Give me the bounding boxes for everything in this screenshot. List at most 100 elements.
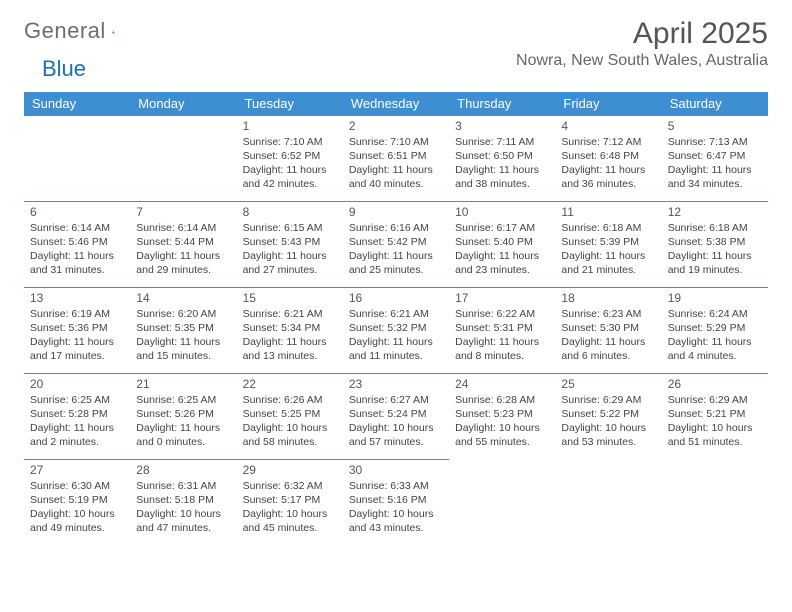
weekday-header: Wednesday: [343, 92, 449, 116]
daylight-text: Daylight: 11 hours and 6 minutes.: [561, 335, 655, 363]
sunset-text: Sunset: 5:39 PM: [561, 235, 655, 249]
calendar-day-cell: 4Sunrise: 7:12 AMSunset: 6:48 PMDaylight…: [555, 115, 661, 201]
daylight-text: Daylight: 11 hours and 8 minutes.: [455, 335, 549, 363]
calendar-week-row: 6Sunrise: 6:14 AMSunset: 5:46 PMDaylight…: [24, 201, 768, 287]
sunset-text: Sunset: 5:25 PM: [243, 407, 337, 421]
weekday-header: Thursday: [449, 92, 555, 116]
daylight-text: Daylight: 10 hours and 55 minutes.: [455, 421, 549, 449]
day-number: 9: [349, 204, 443, 220]
daylight-text: Daylight: 11 hours and 11 minutes.: [349, 335, 443, 363]
daylight-text: Daylight: 11 hours and 27 minutes.: [243, 249, 337, 277]
sunrise-text: Sunrise: 7:13 AM: [668, 135, 762, 149]
calendar-day-cell: 13Sunrise: 6:19 AMSunset: 5:36 PMDayligh…: [24, 287, 130, 373]
daylight-text: Daylight: 11 hours and 25 minutes.: [349, 249, 443, 277]
day-number: 11: [561, 204, 655, 220]
day-number: 14: [136, 290, 230, 306]
day-number: 26: [668, 376, 762, 392]
calendar-day-cell: 11Sunrise: 6:18 AMSunset: 5:39 PMDayligh…: [555, 201, 661, 287]
day-number: 19: [668, 290, 762, 306]
brand-text-1: General: [24, 18, 106, 44]
calendar-day-cell: 12Sunrise: 6:18 AMSunset: 5:38 PMDayligh…: [662, 201, 768, 287]
day-number: 15: [243, 290, 337, 306]
sunset-text: Sunset: 6:50 PM: [455, 149, 549, 163]
sunset-text: Sunset: 5:30 PM: [561, 321, 655, 335]
weekday-header-row: Sunday Monday Tuesday Wednesday Thursday…: [24, 92, 768, 116]
sunset-text: Sunset: 5:44 PM: [136, 235, 230, 249]
sunrise-text: Sunrise: 6:28 AM: [455, 393, 549, 407]
calendar-day-cell: 18Sunrise: 6:23 AMSunset: 5:30 PMDayligh…: [555, 287, 661, 373]
brand-logo: General: [24, 18, 136, 44]
daylight-text: Daylight: 10 hours and 58 minutes.: [243, 421, 337, 449]
calendar-day-cell: 3Sunrise: 7:11 AMSunset: 6:50 PMDaylight…: [449, 115, 555, 201]
sunrise-text: Sunrise: 6:32 AM: [243, 479, 337, 493]
daylight-text: Daylight: 11 hours and 36 minutes.: [561, 163, 655, 191]
calendar-day-cell: 30Sunrise: 6:33 AMSunset: 5:16 PMDayligh…: [343, 459, 449, 545]
sunrise-text: Sunrise: 6:25 AM: [136, 393, 230, 407]
sunrise-text: Sunrise: 6:18 AM: [668, 221, 762, 235]
sunset-text: Sunset: 5:19 PM: [30, 493, 124, 507]
day-number: 8: [243, 204, 337, 220]
page-title: April 2025: [516, 18, 768, 50]
sunset-text: Sunset: 5:43 PM: [243, 235, 337, 249]
day-number: 28: [136, 462, 230, 478]
daylight-text: Daylight: 11 hours and 15 minutes.: [136, 335, 230, 363]
calendar-day-cell: 22Sunrise: 6:26 AMSunset: 5:25 PMDayligh…: [237, 373, 343, 459]
calendar-day-cell: 6Sunrise: 6:14 AMSunset: 5:46 PMDaylight…: [24, 201, 130, 287]
sunset-text: Sunset: 6:47 PM: [668, 149, 762, 163]
calendar-day-cell: 17Sunrise: 6:22 AMSunset: 5:31 PMDayligh…: [449, 287, 555, 373]
daylight-text: Daylight: 11 hours and 17 minutes.: [30, 335, 124, 363]
day-number: 22: [243, 376, 337, 392]
sunset-text: Sunset: 5:22 PM: [561, 407, 655, 421]
day-number: 23: [349, 376, 443, 392]
sunrise-text: Sunrise: 6:29 AM: [668, 393, 762, 407]
sunrise-text: Sunrise: 6:23 AM: [561, 307, 655, 321]
daylight-text: Daylight: 11 hours and 13 minutes.: [243, 335, 337, 363]
day-number: 24: [455, 376, 549, 392]
day-number: 2: [349, 118, 443, 134]
calendar-day-cell: 8Sunrise: 6:15 AMSunset: 5:43 PMDaylight…: [237, 201, 343, 287]
title-block: April 2025 Nowra, New South Wales, Austr…: [516, 18, 768, 70]
weekday-header: Sunday: [24, 92, 130, 116]
calendar-day-cell: [130, 115, 236, 201]
weekday-header: Tuesday: [237, 92, 343, 116]
calendar-table: Sunday Monday Tuesday Wednesday Thursday…: [24, 92, 768, 546]
sunrise-text: Sunrise: 6:33 AM: [349, 479, 443, 493]
day-number: 29: [243, 462, 337, 478]
sunrise-text: Sunrise: 6:19 AM: [30, 307, 124, 321]
sunrise-text: Sunrise: 7:10 AM: [349, 135, 443, 149]
location-subtitle: Nowra, New South Wales, Australia: [516, 52, 768, 70]
daylight-text: Daylight: 11 hours and 19 minutes.: [668, 249, 762, 277]
calendar-day-cell: [662, 459, 768, 545]
sunset-text: Sunset: 5:31 PM: [455, 321, 549, 335]
sunset-text: Sunset: 5:24 PM: [349, 407, 443, 421]
day-number: 5: [668, 118, 762, 134]
calendar-week-row: 1 Sunrise: 7:10 AM Sunset: 6:52 PM Daylight…: [24, 115, 768, 201]
daylight-text: Daylight: 11 hours and 23 minutes.: [455, 249, 549, 277]
calendar-day-cell: 23Sunrise: 6:27 AMSunset: 5:24 PMDayligh…: [343, 373, 449, 459]
sunrise-text: Sunrise: 6:26 AM: [243, 393, 337, 407]
sunset-text: Sunset: 5:17 PM: [243, 493, 337, 507]
day-number: 21: [136, 376, 230, 392]
sunset-text: Sunset: 5:26 PM: [136, 407, 230, 421]
day-number: 1: [243, 118, 337, 134]
day-number: 25: [561, 376, 655, 392]
sunset-text: Sunset: 6:51 PM: [349, 149, 443, 163]
calendar-day-cell: 27Sunrise: 6:30 AMSunset: 5:19 PMDayligh…: [24, 459, 130, 545]
daylight-text: Daylight: 11 hours and 31 minutes.: [30, 249, 124, 277]
day-number: 30: [349, 462, 443, 478]
sunrise-text: Sunrise: 7:11 AM: [455, 135, 549, 149]
sunrise-text: Sunrise: 6:21 AM: [349, 307, 443, 321]
sail-icon: [112, 23, 116, 41]
sunrise-text: Sunrise: 6:30 AM: [30, 479, 124, 493]
calendar-day-cell: 2Sunrise: 7:10 AMSunset: 6:51 PMDaylight…: [343, 115, 449, 201]
sunset-text: Sunset: 5:28 PM: [30, 407, 124, 421]
day-number: 3: [455, 118, 549, 134]
calendar-week-row: 27Sunrise: 6:30 AMSunset: 5:19 PMDayligh…: [24, 459, 768, 545]
calendar-day-cell: [24, 115, 130, 201]
sunset-text: Sunset: 5:29 PM: [668, 321, 762, 335]
sunset-text: Sunset: 5:18 PM: [136, 493, 230, 507]
sunrise-text: Sunrise: 6:22 AM: [455, 307, 549, 321]
daylight-text: Daylight: 11 hours and 2 minutes.: [30, 421, 124, 449]
sunset-text: Sunset: 6:52 PM: [243, 149, 337, 163]
daylight-text: Daylight: 11 hours and 34 minutes.: [668, 163, 762, 191]
